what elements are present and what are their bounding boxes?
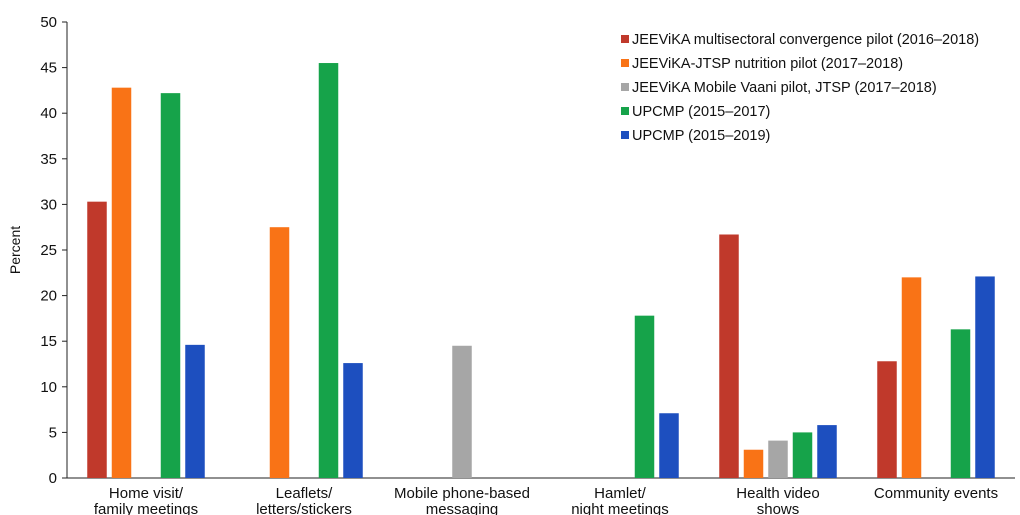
y-tick-label: 35: [40, 151, 57, 168]
bar: [877, 361, 897, 478]
y-axis: 0 5 10 15 20 25 30 35 40 45 50: [40, 14, 68, 487]
bar: [318, 63, 339, 478]
bar: [901, 277, 922, 478]
bar: [111, 87, 132, 478]
bar: [659, 413, 679, 478]
legend: JEEViKA multisectoral convergence pilot …: [621, 32, 979, 144]
bar: [719, 234, 739, 478]
legend-swatch: [621, 131, 629, 139]
y-axis-title: Percent: [7, 226, 23, 274]
x-category-label: Home visit/family meetings: [94, 485, 198, 515]
bar: [950, 329, 971, 478]
bar: [160, 93, 181, 479]
y-tick-label: 5: [49, 424, 57, 441]
legend-swatch: [621, 83, 629, 91]
bar: [634, 315, 655, 478]
bar: [343, 363, 363, 478]
y-tick-label: 15: [40, 333, 57, 350]
legend-label: JEEViKA multisectoral convergence pilot …: [632, 32, 979, 48]
y-tick-label: 0: [49, 470, 57, 487]
x-category-label: Health video shows: [736, 485, 819, 515]
bar: [87, 201, 107, 478]
y-tick-label: 10: [40, 379, 57, 396]
bar: [269, 227, 290, 478]
legend-swatch: [621, 35, 629, 43]
y-tick-label: 30: [40, 196, 57, 213]
x-axis: Home visit/family meetings Leaflets/lette…: [67, 477, 1015, 515]
bar: [768, 440, 788, 478]
x-category-label: Hamlet/night meetings: [571, 485, 669, 515]
legend-swatch: [621, 107, 629, 115]
bars: [87, 63, 995, 479]
y-tick-label: 20: [40, 288, 57, 305]
bar: [452, 345, 472, 478]
bar: [975, 276, 995, 478]
y-tick-label: 40: [40, 105, 57, 122]
legend-label: JEEViKA-JTSP nutrition pilot (2017–2018): [632, 56, 903, 72]
bar: [743, 449, 764, 478]
x-category-label: Mobile phone-based messaging: [394, 485, 530, 515]
x-category-label: Community events: [874, 485, 998, 502]
y-tick-label: 45: [40, 60, 57, 77]
legend-label: UPCMP (2015–2019): [632, 128, 770, 144]
y-tick-label: 50: [40, 14, 57, 31]
legend-swatch: [621, 59, 629, 67]
legend-label: UPCMP (2015–2017): [632, 104, 770, 120]
legend-label: JEEViKA Mobile Vaani pilot, JTSP (2017–2…: [632, 80, 937, 96]
bar: [792, 432, 813, 478]
bar: [185, 344, 205, 478]
bar: [817, 425, 837, 478]
y-tick-label: 25: [40, 242, 57, 259]
x-category-label: Leaflets/letters/stickers: [256, 485, 352, 515]
